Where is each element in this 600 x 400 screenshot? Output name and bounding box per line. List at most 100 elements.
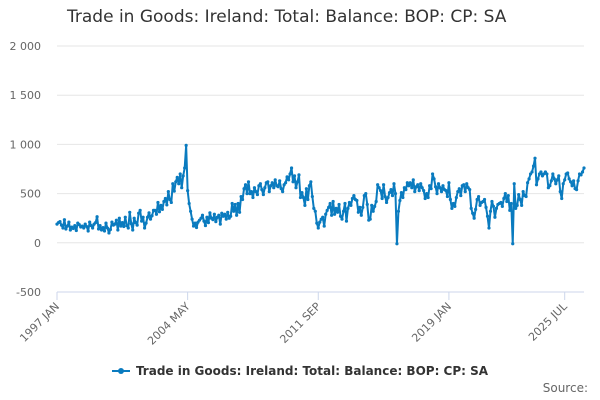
data-point [175,175,179,179]
data-point [220,211,224,215]
data-point [417,189,421,193]
data-point [270,181,274,185]
data-point [304,187,308,191]
data-point [490,199,494,204]
data-point [350,196,355,201]
data-point [364,192,368,196]
data-point [260,188,264,192]
data-point [181,174,185,178]
data-point [566,171,570,175]
data-point [214,220,218,224]
data-point [89,223,93,228]
data-point [468,188,472,192]
data-point [166,190,170,194]
data-point [368,217,372,221]
data-point [469,206,473,210]
data-point [574,188,579,192]
data-point [281,190,285,194]
data-point [190,217,194,221]
data-point [512,182,516,186]
data-point [237,210,242,214]
data-point [459,193,463,198]
data-point [506,193,510,198]
data-point [340,217,344,221]
data-point [580,170,585,174]
data-point [558,190,562,194]
data-point [448,197,452,202]
chart-legend[interactable]: Trade in Goods: Ireland: Total: Balance:… [0,364,600,378]
data-point [396,209,401,213]
legend-label: Trade in Goods: Ireland: Total: Balance:… [135,364,489,378]
data-point [370,203,374,208]
data-point [330,213,334,217]
data-point [88,220,92,224]
data-point [322,224,326,228]
data-point [226,210,230,214]
gridlines [57,45,584,293]
data-point [251,195,255,200]
data-point [126,226,130,230]
data-point [502,196,506,201]
data-point [563,178,567,182]
data-point [243,183,248,187]
data-point [520,203,524,208]
data-point [74,228,78,233]
data-point [140,219,144,223]
data-point [229,214,233,218]
data-point [295,180,300,184]
data-point [551,172,555,176]
data-point [462,183,466,187]
data-point [377,186,381,190]
data-point [531,164,536,168]
data-point [261,192,265,197]
data-point [328,201,332,206]
data-point [107,231,111,235]
data-point [404,188,408,192]
data-point [174,180,178,184]
data-point [186,189,190,193]
data-point [236,201,240,206]
data-point [202,219,206,223]
data-point [208,211,212,215]
data-point [134,221,138,225]
data-point [205,215,209,219]
data-point [533,156,537,160]
data-point [472,216,476,220]
data-point [246,180,251,184]
data-point [484,205,488,209]
x-tick-label: 2025 JUL [526,299,570,343]
data-point [276,185,280,189]
data-point [86,229,90,233]
data-point [289,166,294,170]
data-point [425,192,429,196]
data-point [450,206,454,210]
data-point [163,196,167,201]
data-point [58,220,62,224]
data-point [474,207,478,211]
data-point [313,209,317,213]
data-point [511,242,515,246]
data-point [371,209,375,213]
data-point [399,191,404,195]
data-point [131,228,135,232]
data-point [515,203,519,208]
x-tick-label: 2019 JAN [409,300,454,345]
legend-item-series[interactable]: Trade in Goods: Ireland: Total: Balance:… [111,364,489,378]
data-point [355,198,359,203]
data-point [85,224,89,229]
data-point [193,221,197,225]
data-point [199,216,203,220]
data-point [426,195,430,200]
data-point [321,215,325,219]
data-point [200,213,205,217]
data-point [408,181,412,185]
data-point [303,203,307,208]
data-point [392,182,396,186]
data-point [312,206,316,210]
data-point [432,177,436,181]
data-point [361,205,365,209]
data-point [536,177,540,181]
data-point [59,223,64,227]
data-point [254,190,258,194]
